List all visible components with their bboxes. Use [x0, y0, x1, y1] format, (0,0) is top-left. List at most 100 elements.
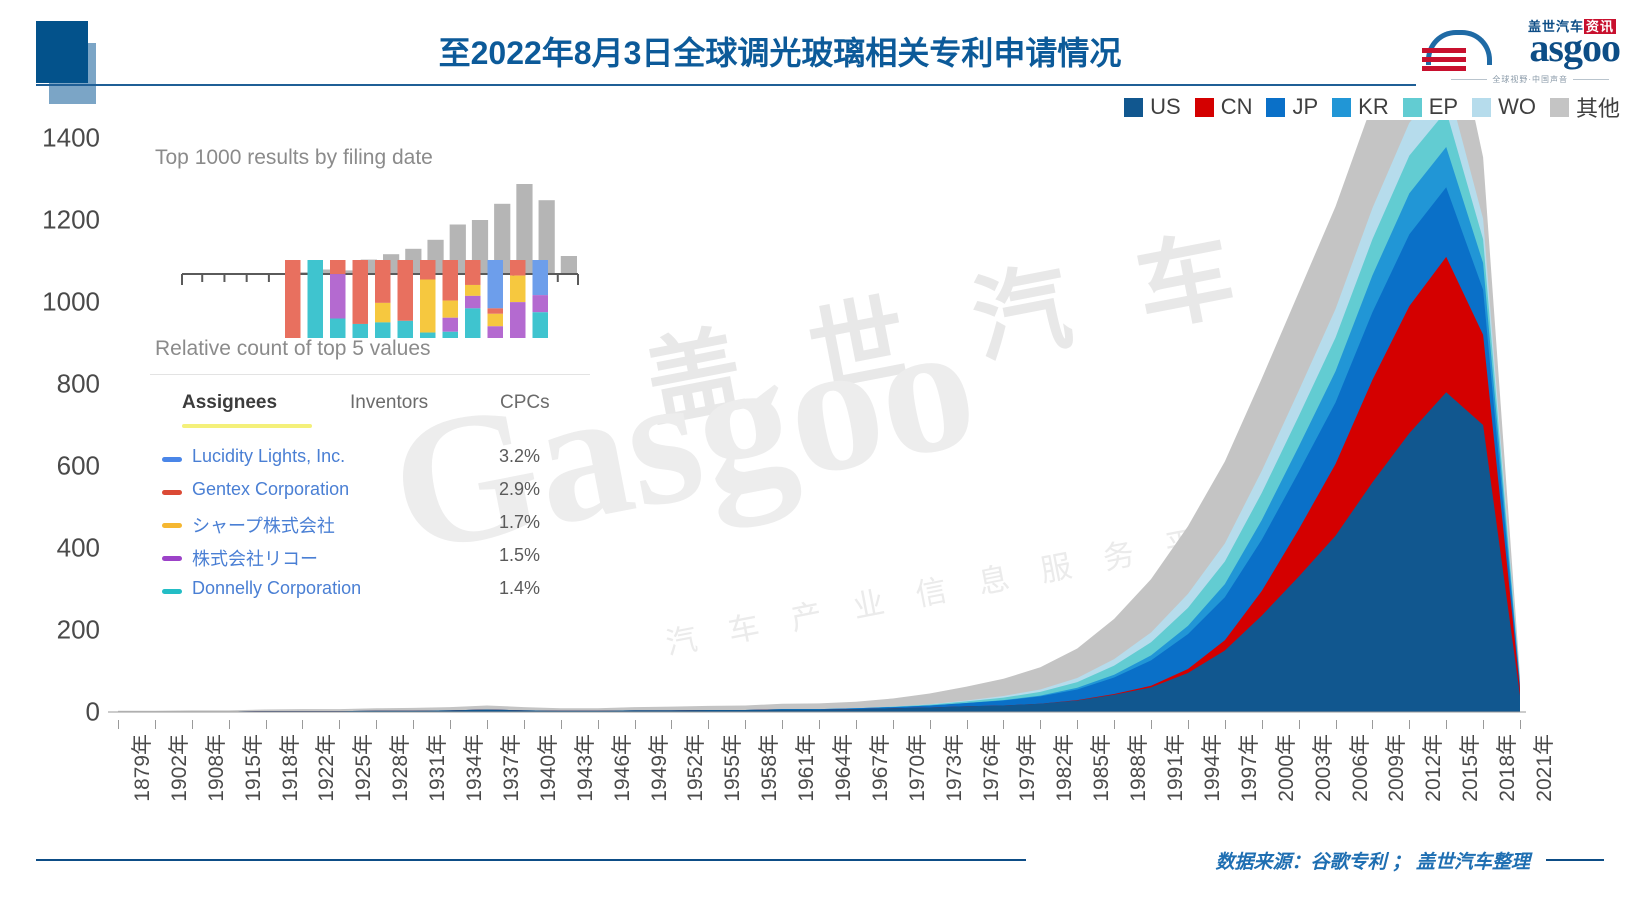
x-axis-tick-mark	[597, 720, 599, 729]
stacked-bar-segment	[285, 260, 301, 338]
sparkline-bar	[316, 269, 333, 274]
y-axis-tick-1400: 1400	[42, 122, 100, 153]
x-axis-label-2018年: 2018年	[1496, 734, 1520, 802]
legend-swatch-KR	[1332, 97, 1352, 117]
chart-plot-area	[108, 0, 1526, 720]
logo-bar-icon-3	[1422, 66, 1466, 71]
decorative-square-dark	[36, 21, 88, 83]
assignee-percentage: 1.4%	[498, 578, 540, 598]
stacked-bar-segment	[487, 326, 503, 338]
stacked-bar-segment	[510, 260, 526, 276]
assignee-name-link[interactable]: Gentex Corporation	[192, 479, 350, 499]
legend-swatch-EP	[1402, 97, 1422, 117]
list-item[interactable]: 株式会社リコー 1.5%	[150, 543, 590, 576]
legend-item-JP[interactable]: JP	[1266, 94, 1318, 120]
page-title: 至2022年8月3日全球调光玻璃相关专利申请情况	[438, 35, 1122, 71]
x-axis-tick-mark	[523, 720, 525, 729]
assignee-name-link[interactable]: Donnelly Corporation	[192, 578, 362, 598]
tab-assignees[interactable]: Assignees	[182, 392, 278, 413]
x-axis: 1879年 1902年 1908年 1915年 1918年 1922年 1925年 1928年…	[108, 720, 1556, 830]
series-color-dash-icon	[162, 490, 182, 495]
x-axis-tick-mark	[191, 720, 193, 729]
stacked-bar-segment	[487, 313, 503, 327]
stacked-bar-segment	[487, 260, 503, 309]
stacked-bar-segment	[352, 323, 368, 338]
x-axis-tick-mark	[1261, 720, 1263, 729]
x-axis-label-2009年: 2009年	[1385, 734, 1409, 802]
legend-item-CN[interactable]: CN	[1194, 94, 1252, 120]
x-axis-tick-mark	[782, 720, 784, 729]
legend-item-其他[interactable]: 其他	[1549, 91, 1620, 123]
legend-label-WO: WO	[1498, 94, 1536, 119]
stacked-bar-segment	[465, 295, 481, 309]
x-axis-tick-mark	[118, 720, 119, 729]
x-axis-label-1949年: 1949年	[647, 734, 671, 802]
x-axis-tick-mark	[450, 720, 452, 729]
x-axis-tick-mark	[819, 720, 820, 729]
list-item[interactable]: Lucidity Lights, Inc. 3.2%	[150, 444, 590, 477]
y-axis-tick-1200: 1200	[42, 204, 100, 235]
tab-inventors[interactable]: Inventors	[350, 392, 429, 413]
x-axis-label-2006年: 2006年	[1348, 734, 1372, 802]
patent-summary-inset: Top 1000 results by filing date Relative…	[150, 142, 590, 612]
x-axis-label-2015年: 2015年	[1459, 734, 1483, 802]
stacked-bar-segment	[532, 260, 548, 296]
tab-cpcs[interactable]: CPCs	[500, 392, 550, 413]
inset-title: Top 1000 results by filing date	[155, 146, 433, 169]
x-axis-label-1908年: 1908年	[204, 734, 228, 802]
list-item[interactable]: Gentex Corporation 2.9%	[150, 477, 590, 510]
inset-subtitle: Relative count of top 5 values	[155, 337, 431, 360]
stacked-bar-segment	[397, 260, 413, 321]
x-axis-tick-mark	[1335, 720, 1337, 729]
x-axis-tick-mark	[966, 720, 968, 729]
stacked-bar-segment	[465, 308, 481, 338]
stacked-bar-segment	[307, 260, 323, 338]
stacked-bar-segment	[442, 300, 458, 318]
x-axis-tick-mark	[228, 720, 230, 729]
x-axis-tick-mark	[892, 720, 894, 729]
x-axis-tick-mark	[154, 720, 156, 729]
legend-item-US[interactable]: US	[1124, 94, 1181, 120]
assignee-name-link[interactable]: 株式会社リコー	[192, 549, 318, 569]
logo-arc-icon	[1426, 30, 1492, 65]
x-axis-label-1994年: 1994年	[1200, 734, 1224, 802]
x-axis-label-2003年: 2003年	[1311, 734, 1335, 802]
assignee-name-link[interactable]: Lucidity Lights, Inc.	[192, 446, 346, 466]
x-axis-label-1964年: 1964年	[832, 734, 855, 802]
x-axis-tick-mark	[1151, 720, 1153, 729]
x-axis-label-2012年: 2012年	[1422, 734, 1446, 802]
x-axis-label-1991年: 1991年	[1164, 734, 1188, 802]
legend-item-EP[interactable]: EP	[1402, 94, 1459, 120]
x-axis-label-1985年: 1985年	[1090, 734, 1114, 802]
x-axis-tick-mark	[413, 720, 415, 729]
x-axis-tick-mark	[560, 720, 562, 729]
x-axis-label-1940年: 1940年	[536, 734, 560, 802]
x-axis-tick-mark	[671, 720, 673, 729]
x-axis-label-1946年: 1946年	[610, 734, 634, 802]
x-axis-label-1997年: 1997年	[1237, 734, 1261, 802]
stacked-bar-segment	[465, 260, 481, 285]
list-item[interactable]: シャープ株式会社 1.7%	[150, 510, 590, 543]
footer: 数据来源：谷歌专利 ； 盖世汽车整理	[0, 845, 1640, 885]
stacked-bar-segment	[420, 279, 436, 333]
x-axis-label-1925年: 1925年	[352, 734, 376, 802]
sparkline-bar	[538, 200, 555, 274]
x-axis-label-1937年: 1937年	[499, 734, 523, 802]
assignee-percentage: 3.2%	[498, 446, 540, 466]
legend-swatch-WO	[1472, 97, 1492, 117]
stacked-bar-segment	[442, 260, 458, 301]
inset-stacked-bars	[282, 260, 552, 338]
assignee-name-link[interactable]: シャープ株式会社	[192, 516, 335, 536]
assignee-percentage: 1.5%	[498, 545, 540, 565]
legend-label-EP: EP	[1428, 94, 1459, 119]
stacked-bars-svg	[285, 260, 548, 338]
stacked-bar-segment	[375, 322, 391, 338]
footer-source-text: 数据来源：谷歌专利 ； 盖世汽车整理	[1215, 852, 1530, 873]
legend-item-KR[interactable]: KR	[1332, 94, 1389, 120]
stacked-bar-segment	[532, 295, 548, 313]
x-axis-label-1970年: 1970年	[905, 734, 929, 802]
stacked-bar-segment	[510, 302, 526, 338]
legend-item-WO[interactable]: WO	[1472, 94, 1536, 120]
stacked-bar-segment	[442, 317, 458, 332]
list-item[interactable]: Donnelly Corporation 1.4%	[150, 576, 590, 609]
